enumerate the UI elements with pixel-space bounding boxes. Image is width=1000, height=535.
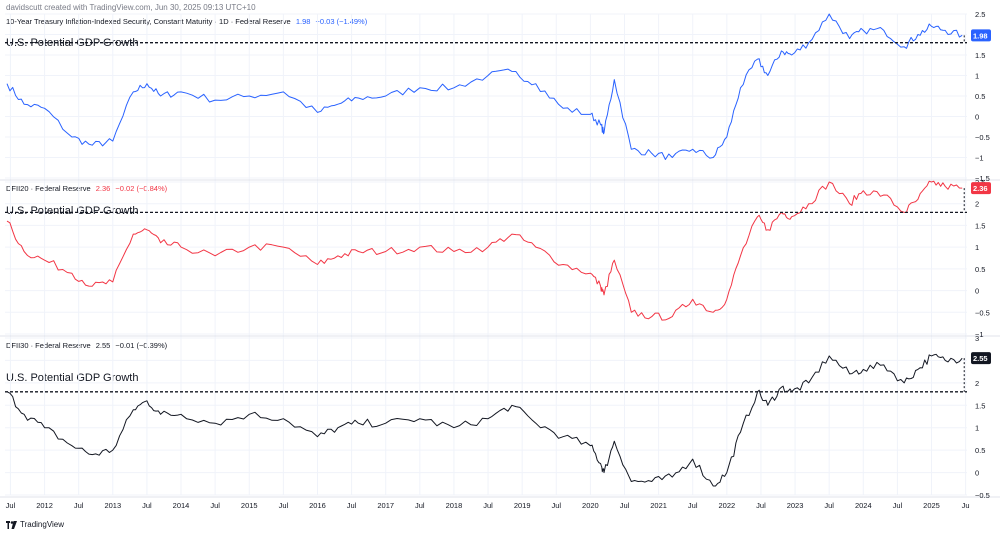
legend-change: −0.03 (−1.49%) (315, 17, 368, 26)
potential-gdp-annotation: U.S. Potential GDP Growth (6, 372, 139, 384)
last-value-badge (971, 352, 991, 365)
x-tick-label: 2016 (309, 501, 326, 510)
y-tick-label: −1 (975, 330, 984, 339)
x-tick-label: Jul (6, 501, 16, 510)
y-tick-label: 2 (975, 200, 979, 209)
series-line[interactable] (6, 353, 963, 487)
legend-value: 1.98 (295, 17, 311, 26)
potential-gdp-annotation: U.S. Potential GDP Growth (6, 205, 139, 217)
x-tick-label: Jul (142, 501, 152, 510)
y-tick-label: 0 (975, 287, 979, 296)
y-tick-label: 1 (975, 72, 979, 81)
legend-value: 2.55 (95, 341, 111, 350)
legend-value: 2.36 (95, 184, 111, 193)
series-line[interactable] (6, 13, 963, 160)
tradingview-footer[interactable]: TradingView (6, 520, 64, 529)
y-tick-label: 0.5 (975, 446, 985, 455)
y-tick-label: −0.5 (975, 491, 990, 500)
legend-name: 10-Year Treasury Inflation-Indexed Secur… (6, 17, 291, 26)
x-tick-label: 2017 (377, 501, 394, 510)
legend-name: DFII30 · Federal Reserve (6, 341, 91, 350)
x-tick-label: Jul (756, 501, 766, 510)
tradingview-brand: TradingView (20, 520, 65, 529)
last-value-label: 2.36 (973, 184, 988, 193)
chart-credit: davidscutt created with TradingView.com,… (6, 3, 256, 12)
x-tick-label: Jul (347, 501, 357, 510)
y-tick-label: 0 (975, 469, 979, 478)
x-tick-label: 2012 (36, 501, 53, 510)
series-line[interactable] (6, 180, 963, 321)
x-tick-label: Jul (893, 501, 903, 510)
x-tick-label: 2023 (787, 501, 804, 510)
x-tick-label: 2022 (718, 501, 735, 510)
x-tick-label: 2020 (582, 501, 599, 510)
y-tick-label: 1 (975, 243, 979, 252)
last-value-badge (971, 182, 991, 195)
legend-pane-3[interactable]: DFII30 · Federal Reserve 2.55 −0.01 (−0.… (6, 341, 167, 350)
y-tick-label: 0.5 (975, 92, 985, 101)
x-tick-label: Jul (415, 501, 425, 510)
y-tick-label: 1.5 (975, 401, 985, 410)
x-tick-label: 2021 (650, 501, 667, 510)
y-tick-label: 2 (975, 379, 979, 388)
y-tick-label: 0 (975, 113, 979, 122)
x-tick-label: Jul (620, 501, 630, 510)
last-value-label: 2.55 (973, 354, 988, 363)
y-tick-label: 1.5 (975, 51, 985, 60)
x-tick-label: Ju (962, 501, 970, 510)
legend-name: DFII20 · Federal Reserve (6, 184, 91, 193)
last-value-badge (971, 29, 991, 42)
x-tick-label: Jul (279, 501, 289, 510)
x-tick-label: 2015 (241, 501, 258, 510)
x-tick-label: 2013 (104, 501, 121, 510)
legend-change: −0.01 (−0.39%) (115, 341, 168, 350)
y-tick-label: −1.5 (975, 174, 990, 183)
x-tick-label: Jul (483, 501, 493, 510)
x-tick-label: Jul (74, 501, 84, 510)
y-tick-label: 1.5 (975, 221, 985, 230)
x-tick-label: 2019 (514, 501, 531, 510)
y-tick-label: −0.5 (975, 308, 990, 317)
legend-pane-1[interactable]: 10-Year Treasury Inflation-Indexed Secur… (6, 17, 367, 26)
x-tick-label: Jul (688, 501, 698, 510)
x-tick-label: 2024 (855, 501, 872, 510)
x-tick-label: 2025 (923, 501, 940, 510)
y-tick-label: 0.5 (975, 265, 985, 274)
x-tick-label: 2018 (446, 501, 463, 510)
y-tick-label: 1 (975, 424, 979, 433)
tradingview-logo-icon (6, 520, 17, 529)
legend-change: −0.02 (−0.84%) (115, 184, 168, 193)
x-tick-label: Jul (551, 501, 561, 510)
x-tick-label: Jul (824, 501, 834, 510)
legend-pane-2[interactable]: DFII20 · Federal Reserve 2.36 −0.02 (−0.… (6, 184, 167, 193)
x-tick-label: Jul (210, 501, 220, 510)
y-tick-label: 2.5 (975, 10, 985, 19)
y-tick-label: 3 (975, 334, 979, 343)
last-value-label: 1.98 (973, 31, 988, 40)
y-tick-label: −0.5 (975, 133, 990, 142)
x-tick-label: 2014 (173, 501, 190, 510)
y-tick-label: −1 (975, 154, 984, 163)
